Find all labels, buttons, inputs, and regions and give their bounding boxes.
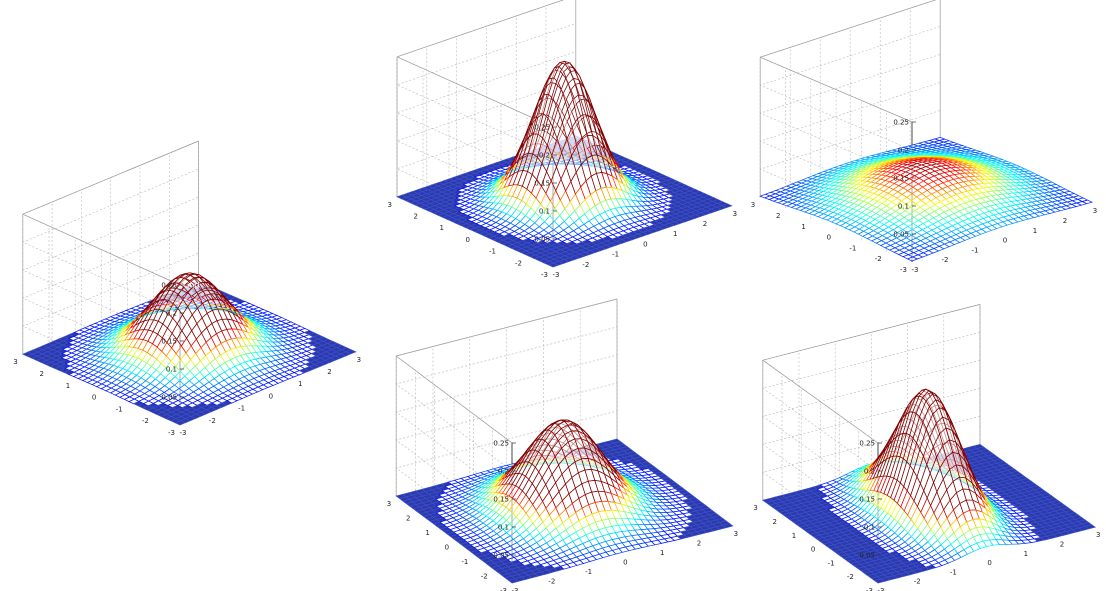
- y-tick-label: -2: [875, 255, 882, 263]
- x-tick-label: -3: [553, 271, 560, 279]
- z-tick-label: 0.05: [893, 231, 909, 239]
- z-tick-label: 0.25: [534, 124, 550, 132]
- x-tick-label: 1: [298, 380, 302, 388]
- surface-plot-4: 0.05 0.1 0.15 0.2 0.25 -3 -2 -1 0 1 2 3 -3 -2 -1 0 1 2 3: [387, 298, 738, 591]
- surface-mesh: [21, 272, 357, 426]
- y-tick-label: 2: [40, 370, 44, 378]
- y-tick-label: 1: [425, 529, 429, 537]
- grid-line: [396, 23, 576, 156]
- x-tick-label: -2: [582, 261, 589, 269]
- z-tick-label: 0.2: [166, 310, 177, 318]
- z-tick-label: 0.15: [161, 338, 177, 346]
- y-tick-label: -2: [515, 259, 522, 267]
- axis-frame: [760, 0, 937, 58]
- y-tick-label: 2: [776, 212, 780, 220]
- z-tick-label: 0.25: [893, 119, 909, 127]
- surface-mesh: [759, 137, 1094, 262]
- y-tick-label: -1: [461, 558, 468, 566]
- y-tick-label: 0: [466, 236, 470, 244]
- z-tick-label: 0.05: [161, 394, 177, 402]
- z-tick-label: 0.1: [898, 203, 909, 211]
- y-tick-label: 1: [440, 224, 444, 232]
- y-tick-label: -2: [142, 417, 149, 425]
- y-tick-label: 3: [13, 358, 17, 366]
- surface-plot-3: 0.05 0.1 0.15 0.2 0.25 -3 -2 -1 0 1 2 3 -3 -2 -1 0 1 2 3: [751, 0, 1097, 274]
- y-tick-label: 0: [445, 544, 449, 552]
- x-tick-label: -3: [180, 429, 187, 437]
- z-tick-label: 0.15: [493, 496, 509, 504]
- y-tick-label: 0: [827, 234, 831, 242]
- x-tick-label: 2: [1063, 217, 1067, 225]
- z-tick-label: 0.2: [539, 152, 550, 160]
- axis-frame: [396, 56, 554, 128]
- z-tick-label: 0.25: [161, 282, 177, 290]
- x-tick-label: -3: [512, 587, 519, 591]
- axis-frame: [22, 140, 199, 215]
- x-tick-label: 2: [327, 368, 331, 376]
- x-tick-label: 1: [1033, 227, 1037, 235]
- surface-mesh: [395, 419, 734, 584]
- axis-frame: [762, 359, 879, 444]
- y-tick-label: 2: [406, 515, 410, 523]
- y-tick-label: 0: [92, 394, 96, 402]
- x-tick-label: -1: [972, 246, 979, 254]
- surface-plot-2: 0.05 0.1 0.15 0.2 0.25 -3 -2 -1 0 1 2 3 -3 -2 -1 0 1 2 3: [388, 0, 737, 279]
- y-tick-label: -3: [168, 429, 175, 437]
- surface-plot-1: 0.05 0.1 0.15 0.2 0.25 -3 -2 -1 0 1 2 3 -3 -2 -1 0 1 2 3 Gn…: [13, 140, 361, 437]
- surface-mesh: [396, 60, 733, 268]
- x-tick-label: 2: [703, 220, 707, 228]
- y-tick-label: 1: [66, 382, 70, 390]
- y-tick-label: -3: [500, 587, 507, 591]
- y-tick-label: -1: [489, 248, 496, 256]
- z-tick-label: 0.25: [493, 440, 509, 448]
- axis-frame: [22, 213, 181, 286]
- y-tick-label: -1: [849, 244, 856, 252]
- x-tick-label: -2: [548, 578, 555, 586]
- y-tick-label: -3: [900, 266, 907, 274]
- surface-cell: [345, 349, 357, 355]
- axis-frame: [396, 0, 565, 58]
- surface-mesh: [761, 388, 1097, 584]
- y-tick-label: -1: [116, 405, 123, 413]
- y-tick-label: 1: [801, 223, 805, 231]
- z-tick-label: 0.15: [893, 175, 909, 183]
- y-tick-label: 3: [751, 201, 755, 209]
- z-tick-label: 0.2: [898, 147, 909, 155]
- x-tick-label: -1: [238, 405, 245, 413]
- z-tick-label: 0.05: [534, 236, 550, 244]
- x-tick-label: -2: [209, 417, 216, 425]
- z-tick-label: 0.1: [166, 366, 177, 374]
- y-tick-label: -3: [541, 271, 548, 279]
- overlay-label: Gnd: [183, 281, 199, 290]
- x-tick-label: 2: [697, 540, 701, 548]
- x-tick-label: 3: [733, 210, 737, 218]
- x-tick-label: 1: [660, 549, 664, 557]
- x-tick-label: -1: [612, 251, 619, 259]
- z-tick-label: 0.05: [493, 552, 509, 560]
- x-tick-label: 3: [734, 530, 738, 538]
- y-tick-label: -2: [481, 573, 488, 581]
- y-tick-label: 2: [414, 213, 418, 221]
- x-tick-label: 0: [269, 392, 273, 400]
- x-tick-label: 3: [357, 356, 361, 364]
- grid-line: [396, 51, 576, 184]
- x-tick-label: 0: [623, 559, 627, 567]
- y-tick-label: 3: [387, 500, 391, 508]
- z-tick-label: 0.1: [539, 208, 550, 216]
- x-tick-label: -3: [912, 266, 919, 274]
- x-tick-label: 0: [1003, 237, 1007, 245]
- z-tick-label: 0.1: [498, 524, 509, 532]
- z-tick-label: 0.15: [534, 180, 550, 188]
- x-tick-label: -1: [585, 568, 592, 576]
- z-tick-label: 0.2: [498, 468, 509, 476]
- y-tick-label: 3: [388, 201, 392, 209]
- x-tick-label: -2: [942, 256, 949, 264]
- x-tick-label: 3: [1093, 207, 1097, 215]
- x-tick-label: 0: [643, 240, 647, 248]
- x-tick-label: 1: [673, 230, 677, 238]
